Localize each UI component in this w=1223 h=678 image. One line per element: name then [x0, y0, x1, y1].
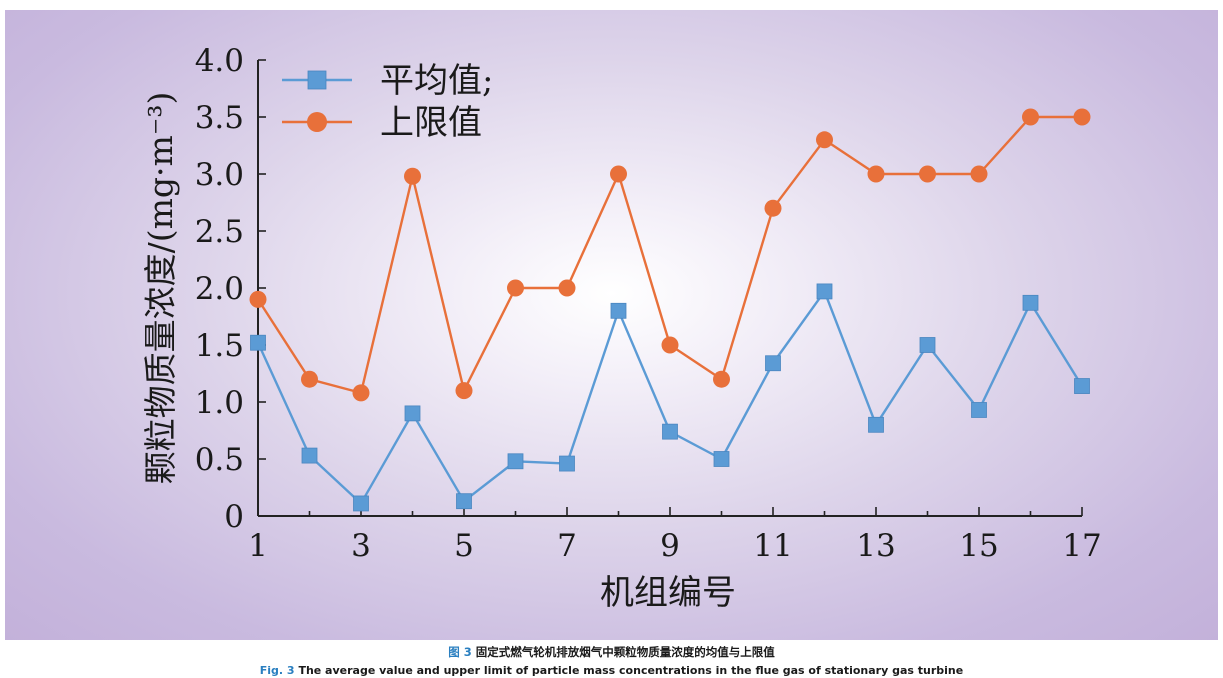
x-tick-label: 3 — [351, 528, 371, 564]
x-tick-label: 13 — [856, 528, 895, 564]
data-point-average — [507, 453, 524, 470]
data-point-upper-limit — [610, 165, 627, 183]
data-point-upper-limit — [558, 279, 576, 297]
legend-marker-upper-limit — [307, 112, 327, 132]
data-point-average — [301, 447, 318, 464]
y-axis-label: 颗粒物质量浓度/(mg·m⁻³) — [141, 92, 180, 485]
data-point-upper-limit — [507, 279, 524, 297]
chart-panel — [5, 10, 1218, 640]
figure-caption-english: Fig. 3 The average value and upper limit… — [0, 664, 1223, 677]
y-tick-label: 0.5 — [195, 442, 244, 478]
line-chart: 00.51.01.52.02.53.03.54.01 3 5 7 9 11 13 15 17机组… — [141, 43, 1102, 613]
data-point-average — [1074, 378, 1090, 394]
y-tick-label: 0 — [224, 499, 244, 535]
data-point-upper-limit — [455, 382, 473, 400]
caption-text-en: The average value and upper limit of par… — [298, 664, 964, 677]
data-point-upper-limit — [661, 336, 679, 354]
data-point-average — [1022, 294, 1039, 311]
data-point-average — [971, 402, 987, 418]
y-tick-label: 1.5 — [195, 328, 244, 364]
data-point-upper-limit — [249, 290, 267, 308]
caption-text-zh: 固定式燃气轮机排放烟气中颗粒物质量浓度的均值与上限值 — [475, 645, 775, 659]
x-tick-label: 15 — [959, 528, 998, 564]
series-line-1 — [256, 290, 1084, 505]
data-point-upper-limit — [352, 384, 370, 402]
data-point-upper-limit — [1073, 108, 1091, 126]
data-point-upper-limit — [970, 165, 988, 183]
data-point-average — [559, 455, 575, 472]
data-point-average — [816, 283, 833, 300]
legend-label-2: 上限值 — [380, 103, 482, 143]
data-point-average — [250, 334, 266, 351]
data-point-upper-limit — [1022, 108, 1039, 126]
y-tick-label: 2.0 — [195, 271, 244, 307]
figure-number-en: Fig. 3 — [259, 664, 295, 677]
x-axis-label: 机组编号 — [600, 573, 736, 613]
data-point-average — [353, 495, 369, 512]
x-tick-label: 9 — [660, 528, 680, 564]
x-tick-label: 1 — [248, 528, 268, 564]
data-point-average — [919, 337, 936, 353]
data-point-upper-limit — [713, 370, 730, 388]
data-point-upper-limit — [764, 199, 782, 217]
data-point-average — [404, 405, 421, 422]
legend-label-1: 平均值; — [380, 61, 493, 101]
data-point-average — [765, 355, 781, 372]
data-point-upper-limit — [867, 165, 885, 183]
x-tick-label: 7 — [557, 528, 577, 564]
data-point-upper-limit — [404, 167, 421, 185]
y-tick-label: 4.0 — [195, 43, 244, 79]
data-point-upper-limit — [919, 165, 936, 183]
data-point-average — [713, 451, 730, 467]
legend-marker-average — [307, 70, 327, 90]
y-tick-label: 3.0 — [195, 157, 244, 193]
y-tick-label: 3.5 — [195, 100, 244, 136]
x-tick-label: 17 — [1062, 528, 1101, 564]
figure-number-zh: 图 3 — [448, 645, 472, 659]
data-point-average — [868, 416, 884, 433]
data-point-average — [662, 423, 678, 440]
x-tick-label: 5 — [454, 528, 474, 564]
y-tick-label: 1.0 — [195, 385, 244, 421]
data-point-average — [610, 302, 627, 319]
y-tick-label: 2.5 — [195, 214, 244, 250]
data-point-upper-limit — [301, 370, 318, 388]
data-point-average — [456, 493, 472, 510]
x-tick-label: 11 — [753, 528, 792, 564]
figure-caption-chinese: 图 3 固定式燃气轮机排放烟气中颗粒物质量浓度的均值与上限值 — [0, 644, 1223, 660]
data-point-upper-limit — [816, 131, 833, 149]
